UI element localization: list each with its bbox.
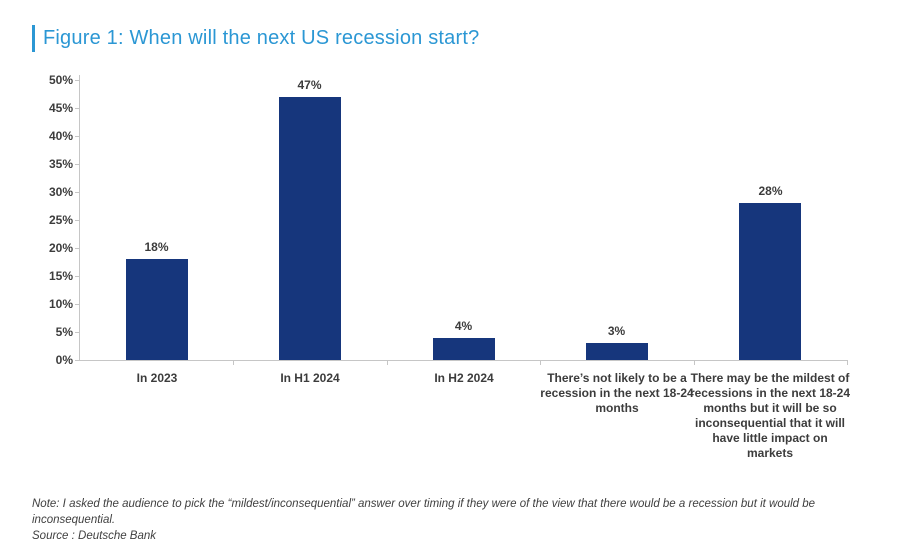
bar-value-label: 28% <box>758 184 783 198</box>
y-axis-tick-label: 50% <box>48 73 73 87</box>
bar <box>126 259 188 360</box>
x-axis-tick <box>233 361 234 365</box>
bar <box>739 203 801 360</box>
bar-value-label: 47% <box>297 78 322 92</box>
y-axis-tick-label: 35% <box>48 157 73 171</box>
y-axis-tick <box>75 248 79 249</box>
y-axis-tick <box>75 360 79 361</box>
x-axis-category-label: In 2023 <box>136 371 178 385</box>
y-axis-tick-label: 40% <box>48 129 73 143</box>
x-axis-tick <box>694 361 695 365</box>
x-axis-category-label: There’s not likely to be a recession in … <box>540 371 694 415</box>
y-axis-tick-label: 45% <box>48 101 73 115</box>
x-axis-tick <box>540 361 541 365</box>
y-axis-tick <box>75 108 79 109</box>
y-axis-tick <box>75 304 79 305</box>
bar <box>433 338 495 360</box>
source-text: Source : Deutsche Bank <box>32 530 157 542</box>
y-axis-line <box>79 75 80 361</box>
y-axis-tick <box>75 276 79 277</box>
x-axis-category-label: There may be the mildest of recessions i… <box>689 371 851 460</box>
x-axis-category-label: In H1 2024 <box>280 371 340 385</box>
bar <box>279 97 341 360</box>
y-axis-tick-label: 25% <box>48 213 73 227</box>
y-axis-tick-label: 5% <box>55 325 73 339</box>
bar-value-label: 4% <box>454 319 473 333</box>
y-axis-tick <box>75 192 79 193</box>
y-axis-tick <box>75 80 79 81</box>
x-axis-category-label: In H2 2024 <box>434 371 494 385</box>
y-axis-tick <box>75 220 79 221</box>
y-axis-tick-label: 30% <box>48 185 73 199</box>
bar-value-label: 3% <box>607 324 626 338</box>
y-axis-tick <box>75 136 79 137</box>
x-axis-line <box>79 360 848 361</box>
figure-title: Figure 1: When will the next US recessio… <box>43 27 480 49</box>
x-axis-tick <box>387 361 388 365</box>
y-axis-tick-label: 15% <box>48 269 73 283</box>
y-axis-tick-label: 10% <box>48 297 73 311</box>
y-axis-tick-label: 20% <box>48 241 73 255</box>
y-axis-tick-label: 0% <box>55 353 73 367</box>
bar <box>586 343 648 360</box>
y-axis-tick <box>75 332 79 333</box>
note-text: Note: I asked the audience to pick the “… <box>32 498 816 526</box>
title-accent-bar <box>32 25 35 52</box>
x-axis-tick <box>847 361 848 365</box>
y-axis-tick <box>75 164 79 165</box>
bar-chart: 0% 5% 10% 15% 20% 25% 30% 35% 40% 45% 50% 18% 47% 4%… <box>48 73 851 460</box>
plot-area: 18% 47% 4% 3% 28% <box>80 78 847 360</box>
bar-value-label: 18% <box>144 240 169 254</box>
